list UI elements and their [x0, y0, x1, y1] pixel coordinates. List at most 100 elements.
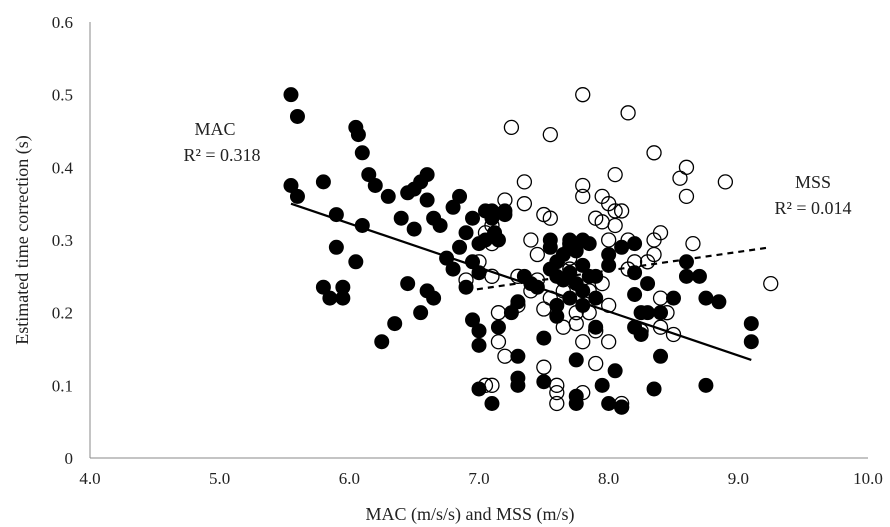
- data-point-mss: [555, 283, 571, 299]
- data-point-mss: [549, 377, 565, 393]
- data-point-mac: [289, 188, 305, 204]
- data-point-mac: [406, 221, 422, 237]
- data-point-mac: [601, 396, 617, 411]
- axes: [89, 22, 868, 459]
- data-point-mss: [659, 305, 675, 321]
- data-point-mac: [549, 308, 565, 324]
- data-point-mss: [575, 384, 591, 401]
- data-point-mac: [452, 239, 468, 255]
- data-point-mac: [743, 316, 759, 332]
- annotation-mss-name: MSS: [795, 172, 831, 192]
- x-tick-label: 9.0: [728, 469, 749, 488]
- data-point-mac: [458, 225, 474, 241]
- data-point-mss: [607, 166, 623, 183]
- data-point-mac: [283, 178, 299, 193]
- data-point-mac: [510, 348, 526, 364]
- data-point-mac: [568, 352, 584, 368]
- x-tick-label: 8.0: [598, 469, 619, 488]
- data-point-mss: [717, 174, 734, 190]
- data-point-mss: [594, 275, 610, 292]
- data-point-mss: [672, 170, 688, 186]
- x-tick-label: 6.0: [339, 469, 360, 488]
- data-point-mac: [490, 319, 506, 335]
- annotation-mac-r2: R² = 0.318: [183, 145, 260, 165]
- data-point-mss: [484, 235, 500, 252]
- data-point-mac: [510, 294, 526, 310]
- data-point-mss: [484, 268, 500, 284]
- data-point-mss: [477, 377, 494, 393]
- data-point-mac: [335, 290, 351, 306]
- data-point-mss: [536, 359, 552, 375]
- data-point-mss: [607, 217, 623, 234]
- data-point-mac: [354, 145, 370, 161]
- data-point-mss: [490, 305, 507, 321]
- data-point-mac: [413, 305, 429, 321]
- data-point-mac: [328, 239, 344, 255]
- data-point-mss: [601, 297, 617, 314]
- x-tick-label: 4.0: [79, 469, 100, 488]
- data-point-mac: [445, 261, 461, 277]
- data-point-mac: [419, 167, 435, 183]
- data-point-mac: [328, 207, 344, 223]
- data-point-mac: [465, 312, 481, 328]
- data-point-mss: [685, 235, 701, 252]
- x-axis-title: MAC (m/s/s) and MSS (m/s): [365, 504, 574, 525]
- data-point-mac: [348, 254, 364, 270]
- y-tick-label: 0.2: [52, 304, 73, 323]
- data-point-mss: [529, 246, 545, 263]
- data-point-mss: [575, 177, 591, 194]
- data-point-mss: [652, 290, 669, 306]
- trendline-mss: [465, 246, 771, 292]
- data-point-mss: [678, 159, 695, 175]
- annotation-mss-r2: R² = 0.014: [774, 198, 851, 218]
- data-point-mss: [633, 323, 649, 339]
- data-point-mac: [439, 250, 455, 266]
- data-point-mss: [503, 119, 520, 136]
- data-point-mac: [419, 192, 435, 208]
- data-point-mac: [361, 167, 377, 183]
- data-point-mss: [581, 283, 597, 299]
- y-axis-title: Estimated time correction (s): [12, 135, 33, 344]
- data-point-mss: [497, 192, 513, 208]
- data-point-mac: [640, 305, 656, 321]
- data-point-mac: [445, 199, 461, 215]
- data-point-mac: [594, 377, 610, 393]
- data-point-mss: [646, 246, 662, 263]
- data-point-mss: [678, 188, 695, 205]
- data-point-mss: [575, 87, 591, 103]
- data-point-mac: [484, 203, 500, 219]
- data-point-mss: [529, 272, 545, 288]
- data-point-mac: [646, 381, 662, 397]
- data-point-mac: [633, 326, 649, 342]
- data-point-mac: [380, 188, 396, 204]
- y-tick-label: 0.1: [52, 376, 73, 395]
- data-point-mss: [613, 203, 630, 219]
- data-point-mac: [315, 174, 331, 190]
- data-point-mss: [471, 254, 487, 270]
- data-point-mac: [354, 217, 370, 233]
- y-tick-label: 0.5: [52, 86, 73, 105]
- x-tick-label: 5.0: [209, 469, 230, 488]
- data-point-mac: [471, 265, 487, 281]
- data-point-mac: [536, 330, 552, 346]
- data-point-mss: [568, 305, 584, 321]
- data-point-mac: [452, 188, 468, 204]
- y-tick-label: 0: [65, 449, 74, 468]
- data-point-mss: [601, 232, 617, 248]
- data-point-mss: [458, 272, 474, 288]
- data-point-mss: [490, 334, 507, 350]
- data-point-mac: [465, 210, 481, 226]
- data-point-mac: [426, 290, 442, 306]
- data-point-mss: [626, 254, 643, 270]
- data-point-mss: [562, 261, 578, 277]
- data-point-mac: [471, 337, 487, 353]
- data-point-mac: [711, 294, 727, 310]
- data-point-mac: [387, 316, 403, 332]
- data-point-mac: [471, 323, 487, 339]
- data-point-mss: [588, 323, 604, 339]
- data-point-mac: [678, 268, 694, 284]
- data-point-mac: [601, 257, 617, 273]
- data-point-mss: [652, 319, 669, 335]
